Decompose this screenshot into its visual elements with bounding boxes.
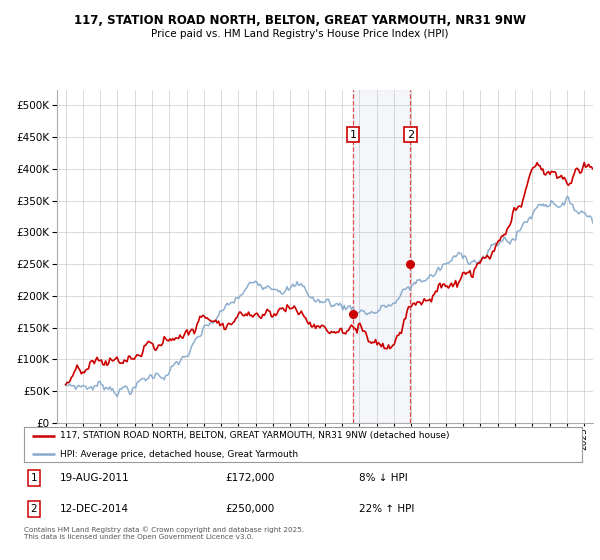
Bar [353, 90, 410, 423]
Text: 12-DEC-2014: 12-DEC-2014 [60, 504, 129, 514]
Text: 19-AUG-2011: 19-AUG-2011 [60, 473, 130, 483]
Text: 22% ↑ HPI: 22% ↑ HPI [359, 504, 414, 514]
Text: 117, STATION ROAD NORTH, BELTON, GREAT YARMOUTH, NR31 9NW (detached house): 117, STATION ROAD NORTH, BELTON, GREAT Y… [60, 431, 450, 441]
Text: £172,000: £172,000 [225, 473, 274, 483]
Text: 1: 1 [31, 473, 37, 483]
Text: £250,000: £250,000 [225, 504, 274, 514]
Text: 2: 2 [31, 504, 37, 514]
Text: Price paid vs. HM Land Registry's House Price Index (HPI): Price paid vs. HM Land Registry's House … [151, 29, 449, 39]
Text: Contains HM Land Registry data © Crown copyright and database right 2025.
This d: Contains HM Land Registry data © Crown c… [24, 526, 304, 540]
Text: 8% ↓ HPI: 8% ↓ HPI [359, 473, 407, 483]
Text: 2: 2 [407, 129, 414, 139]
Text: 1: 1 [350, 129, 356, 139]
Text: 117, STATION ROAD NORTH, BELTON, GREAT YARMOUTH, NR31 9NW: 117, STATION ROAD NORTH, BELTON, GREAT Y… [74, 14, 526, 27]
Text: HPI: Average price, detached house, Great Yarmouth: HPI: Average price, detached house, Grea… [60, 450, 298, 459]
